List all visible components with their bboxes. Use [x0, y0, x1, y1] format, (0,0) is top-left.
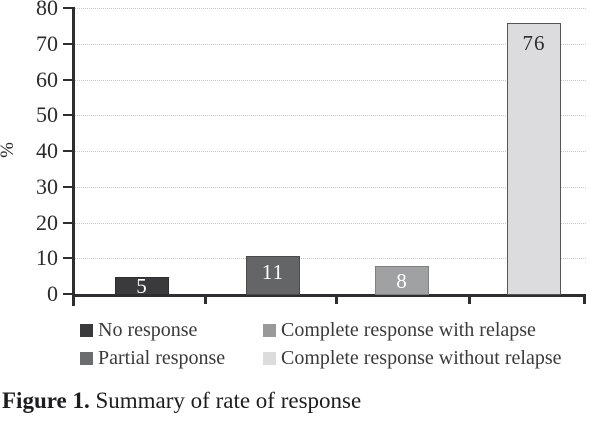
- legend-item-complete-response-with-relapse: Complete response with relapse: [263, 320, 562, 340]
- figure-caption: Figure 1. Summary of rate of response: [2, 388, 361, 414]
- y-tick-30: [63, 186, 72, 188]
- gridline-80: [75, 8, 586, 9]
- bar-value-label: 8: [396, 269, 408, 293]
- legend-swatch-icon: [80, 351, 93, 365]
- legend: No response Complete response with relaps…: [80, 320, 562, 376]
- y-tick-label-10: 10: [36, 245, 58, 270]
- legend-swatch-icon: [263, 351, 276, 365]
- y-tick-label-40: 40: [36, 138, 58, 163]
- y-tick-label-70: 70: [36, 31, 58, 56]
- gridline-10: [75, 258, 586, 259]
- x-tick-1: [204, 297, 207, 304]
- gridline-20: [75, 223, 586, 224]
- y-tick-70: [63, 43, 72, 45]
- x-tick-4: [583, 297, 586, 304]
- bar-partial-response: 11: [246, 256, 300, 295]
- y-axis: [72, 7, 75, 306]
- bar-value-label: 76: [522, 31, 546, 55]
- y-tick-label-60: 60: [36, 67, 58, 92]
- legend-swatch-icon: [263, 323, 276, 337]
- x-tick-3: [468, 297, 471, 304]
- gridline-40: [75, 151, 586, 152]
- bar-no-response: 5: [115, 274, 169, 298]
- figure-caption-number: Figure 1.: [2, 388, 90, 413]
- bar-complete-response-with-relapse: 8: [375, 266, 429, 295]
- y-tick-40: [63, 150, 72, 152]
- y-tick-label-80: 80: [36, 0, 58, 20]
- legend-label: Complete response with relapse: [281, 319, 536, 341]
- y-tick-label-50: 50: [36, 102, 58, 127]
- y-tick-80: [63, 7, 72, 9]
- legend-item-no-response: No response: [80, 320, 263, 340]
- y-tick-label-0: 0: [47, 281, 58, 306]
- figure-caption-text: Summary of rate of response: [89, 388, 362, 413]
- y-tick-20: [63, 222, 72, 224]
- legend-item-complete-response-without-relapse: Complete response without relapse: [263, 348, 562, 368]
- legend-label: Complete response without relapse: [281, 347, 562, 369]
- gridline-70: [75, 44, 586, 45]
- y-tick-label-20: 20: [36, 210, 58, 235]
- x-axis: [72, 294, 586, 297]
- gridline-50: [75, 115, 586, 116]
- y-tick-0: [63, 293, 72, 295]
- legend-label: No response: [98, 319, 198, 341]
- gridline-30: [75, 187, 586, 188]
- y-tick-label-30: 30: [36, 174, 58, 199]
- bar-value-label: 5: [136, 274, 148, 298]
- y-tick-50: [63, 114, 72, 116]
- y-tick-10: [63, 257, 72, 259]
- y-tick-60: [63, 79, 72, 81]
- bar-value-label: 11: [261, 260, 285, 284]
- legend-label: Partial response: [98, 347, 226, 369]
- legend-swatch-icon: [80, 323, 93, 337]
- bar-complete-response-without-relapse: 76: [507, 23, 561, 295]
- legend-item-partial-response: Partial response: [80, 348, 263, 368]
- x-tick-2: [335, 297, 338, 304]
- gridline-60: [75, 80, 586, 81]
